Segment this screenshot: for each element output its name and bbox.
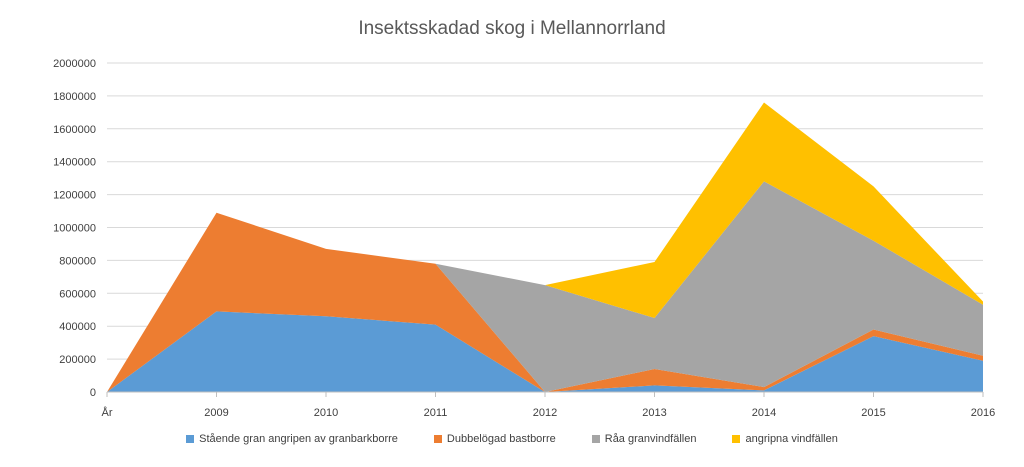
area-series-1: [107, 311, 983, 392]
area-series-4: [107, 102, 983, 392]
y-tick-label: 1200000: [53, 190, 96, 202]
legend-item: angripna vindfällen: [732, 433, 838, 445]
y-tick-label: 1600000: [53, 124, 96, 136]
area-series-2: [107, 212, 983, 392]
y-tick-label: 200000: [59, 354, 96, 366]
area-series-3: [107, 181, 983, 392]
x-tick-label: År: [102, 406, 113, 419]
x-tick-label: 2015: [861, 407, 885, 419]
y-tick-label: 1000000: [53, 223, 96, 235]
legend-item: Råa granvindfällen: [591, 433, 697, 445]
y-tick-label: 0: [90, 387, 96, 399]
legend-swatch: [186, 435, 195, 443]
legend-swatch: [732, 435, 741, 443]
legend-item: Dubbelögad bastborre: [433, 433, 556, 445]
x-tick-label: 2012: [533, 407, 557, 419]
legend-label: Dubbelögad bastborre: [446, 433, 556, 445]
y-tick-label: 1800000: [53, 91, 96, 103]
x-tick-label: 2014: [752, 407, 776, 419]
y-tick-label: 600000: [59, 288, 96, 300]
y-tick-label: 2000000: [53, 58, 96, 70]
legend-label: angripna vindfällen: [745, 433, 838, 445]
legend-swatch: [591, 435, 600, 443]
legend-item: Stående gran angripen av granbarkborre: [186, 433, 398, 445]
legend-label: Råa granvindfällen: [604, 433, 697, 445]
x-tick-label: 2010: [314, 407, 338, 419]
x-tick-label: 2016: [971, 407, 995, 419]
y-tick-label: 800000: [59, 255, 96, 267]
chart-legend: Stående gran angripen av granbarkborre Du…: [0, 433, 1024, 445]
legend-label: Stående gran angripen av granbarkborre: [199, 433, 398, 445]
x-tick-label: 2009: [204, 407, 228, 419]
legend-swatch: [433, 435, 442, 443]
y-tick-label: 400000: [59, 321, 96, 333]
chart-title: Insektsskadad skog i Mellannorrland: [358, 18, 666, 39]
x-tick-label: 2011: [424, 407, 448, 419]
y-tick-label: 1400000: [53, 157, 96, 169]
x-tick-label: 2013: [642, 407, 666, 419]
